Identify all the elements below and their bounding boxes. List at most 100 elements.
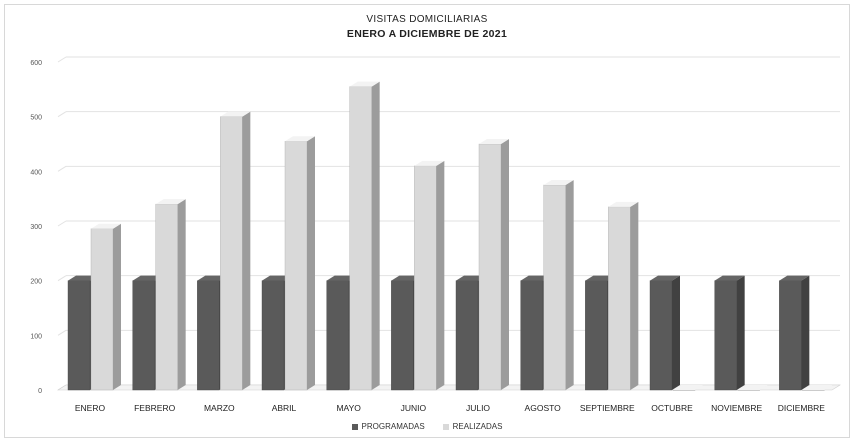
- bar-programadas: [649, 275, 680, 391]
- legend-label-programadas: PROGRAMADAS: [361, 422, 425, 431]
- bar-top: [802, 385, 833, 390]
- bar-top: [714, 275, 745, 281]
- x-tick-label: ABRIL: [272, 403, 297, 413]
- bar-front: [90, 228, 114, 391]
- bar-top: [197, 275, 228, 281]
- bar-front: [261, 280, 285, 391]
- bar-front: [737, 389, 760, 391]
- bar-side: [501, 139, 509, 390]
- bar-realizadas: [414, 160, 445, 391]
- chart-floor: [56, 384, 842, 391]
- bar-top: [585, 275, 616, 281]
- y-tick-label: 200: [30, 279, 42, 286]
- bar-front: [649, 280, 673, 391]
- bar-front: [714, 280, 737, 391]
- chart-legend: PROGRAMADAS REALIZADAS: [0, 422, 854, 431]
- bar-top: [673, 385, 703, 390]
- bar-side: [177, 199, 186, 390]
- bar-top: [132, 275, 163, 281]
- bar-realizadas: [478, 139, 509, 391]
- bar-top: [68, 275, 98, 281]
- y-tick-label: 500: [30, 115, 42, 122]
- bar-side: [736, 275, 745, 390]
- y-tick-label: 0: [38, 388, 42, 395]
- bar-top: [650, 275, 680, 281]
- legend-item-realizadas: REALIZADAS: [442, 422, 503, 431]
- gridline-depth: [57, 165, 67, 172]
- bar-front: [802, 389, 825, 391]
- bar-top: [737, 385, 768, 390]
- bar-top: [608, 201, 639, 207]
- bar-top: [520, 275, 551, 281]
- chart-title: VISITAS DOMICILIARIAS: [366, 14, 488, 25]
- legend-swatch-realizadas: [442, 423, 449, 430]
- x-tick-label: DICIEMBRE: [778, 403, 826, 413]
- bar-top: [262, 275, 292, 281]
- bar-front: [520, 280, 543, 391]
- bar-realizadas: [220, 111, 251, 391]
- gridline-depth: [57, 220, 67, 227]
- bar-top: [349, 81, 380, 87]
- bar-top: [91, 223, 121, 229]
- bar-front: [414, 165, 437, 391]
- bar-front: [543, 184, 566, 391]
- bar-top: [285, 136, 315, 142]
- gridline-depth: [57, 56, 67, 63]
- y-tick-label: 300: [30, 224, 42, 231]
- x-tick-label: ENERO: [75, 403, 106, 413]
- bar-programadas: [779, 275, 810, 391]
- x-tick-label: AGOSTO: [525, 403, 562, 413]
- bar-realizadas: [543, 180, 574, 391]
- bar-front: [197, 280, 220, 391]
- x-tick-label: FEBRERO: [134, 403, 175, 413]
- legend-swatch-programadas: [351, 423, 358, 430]
- bar-side: [242, 111, 251, 391]
- bar-realizadas: [155, 199, 186, 391]
- legend-item-programadas: PROGRAMADAS: [351, 422, 425, 431]
- bar-realizadas: [737, 385, 768, 391]
- bar-front: [132, 280, 155, 391]
- legend-label-realizadas: REALIZADAS: [452, 422, 503, 431]
- bar-top: [543, 180, 574, 185]
- bar-front: [220, 116, 243, 391]
- bar-realizadas: [284, 136, 315, 391]
- x-tick-label: JULIO: [466, 403, 490, 413]
- bar-front: [478, 143, 502, 391]
- x-tick-label: JUNIO: [401, 403, 427, 413]
- bar-front: [349, 86, 372, 391]
- bar-side: [565, 180, 574, 390]
- bar-realizadas: [349, 81, 380, 391]
- y-tick-label: 100: [30, 333, 42, 340]
- bar-realizadas: [90, 223, 121, 391]
- bar-side: [307, 136, 315, 390]
- bar-top: [391, 275, 422, 281]
- bar-side: [801, 275, 810, 390]
- chart-subtitle: ENERO A DICIEMBRE DE 2021: [346, 28, 508, 40]
- bar-realizadas: [608, 201, 639, 391]
- bar-side: [436, 160, 445, 390]
- bar-front: [779, 280, 802, 391]
- bar-front: [585, 280, 608, 391]
- gridlines: [57, 56, 840, 391]
- x-tick-label: MAYO: [336, 403, 361, 413]
- bar-realizadas: [802, 385, 833, 391]
- x-tick-label: MARZO: [204, 403, 235, 413]
- bar-top: [414, 160, 445, 166]
- bar-top: [779, 275, 810, 281]
- bar-front: [672, 389, 696, 391]
- bar-side: [630, 201, 639, 390]
- bar-front: [455, 280, 479, 391]
- bar-front: [284, 141, 308, 391]
- y-tick-label: 600: [30, 60, 42, 67]
- y-tick-label: 400: [30, 169, 42, 176]
- bar-top: [326, 275, 357, 281]
- gridline-depth: [57, 329, 67, 336]
- bar-side: [672, 275, 680, 390]
- bar-programadas: [714, 275, 745, 391]
- bar-top: [155, 199, 186, 205]
- bar-side: [113, 223, 121, 390]
- gridline-depth: [57, 111, 67, 118]
- x-tick-label: OCTUBRE: [651, 403, 693, 413]
- bar-front: [326, 280, 349, 391]
